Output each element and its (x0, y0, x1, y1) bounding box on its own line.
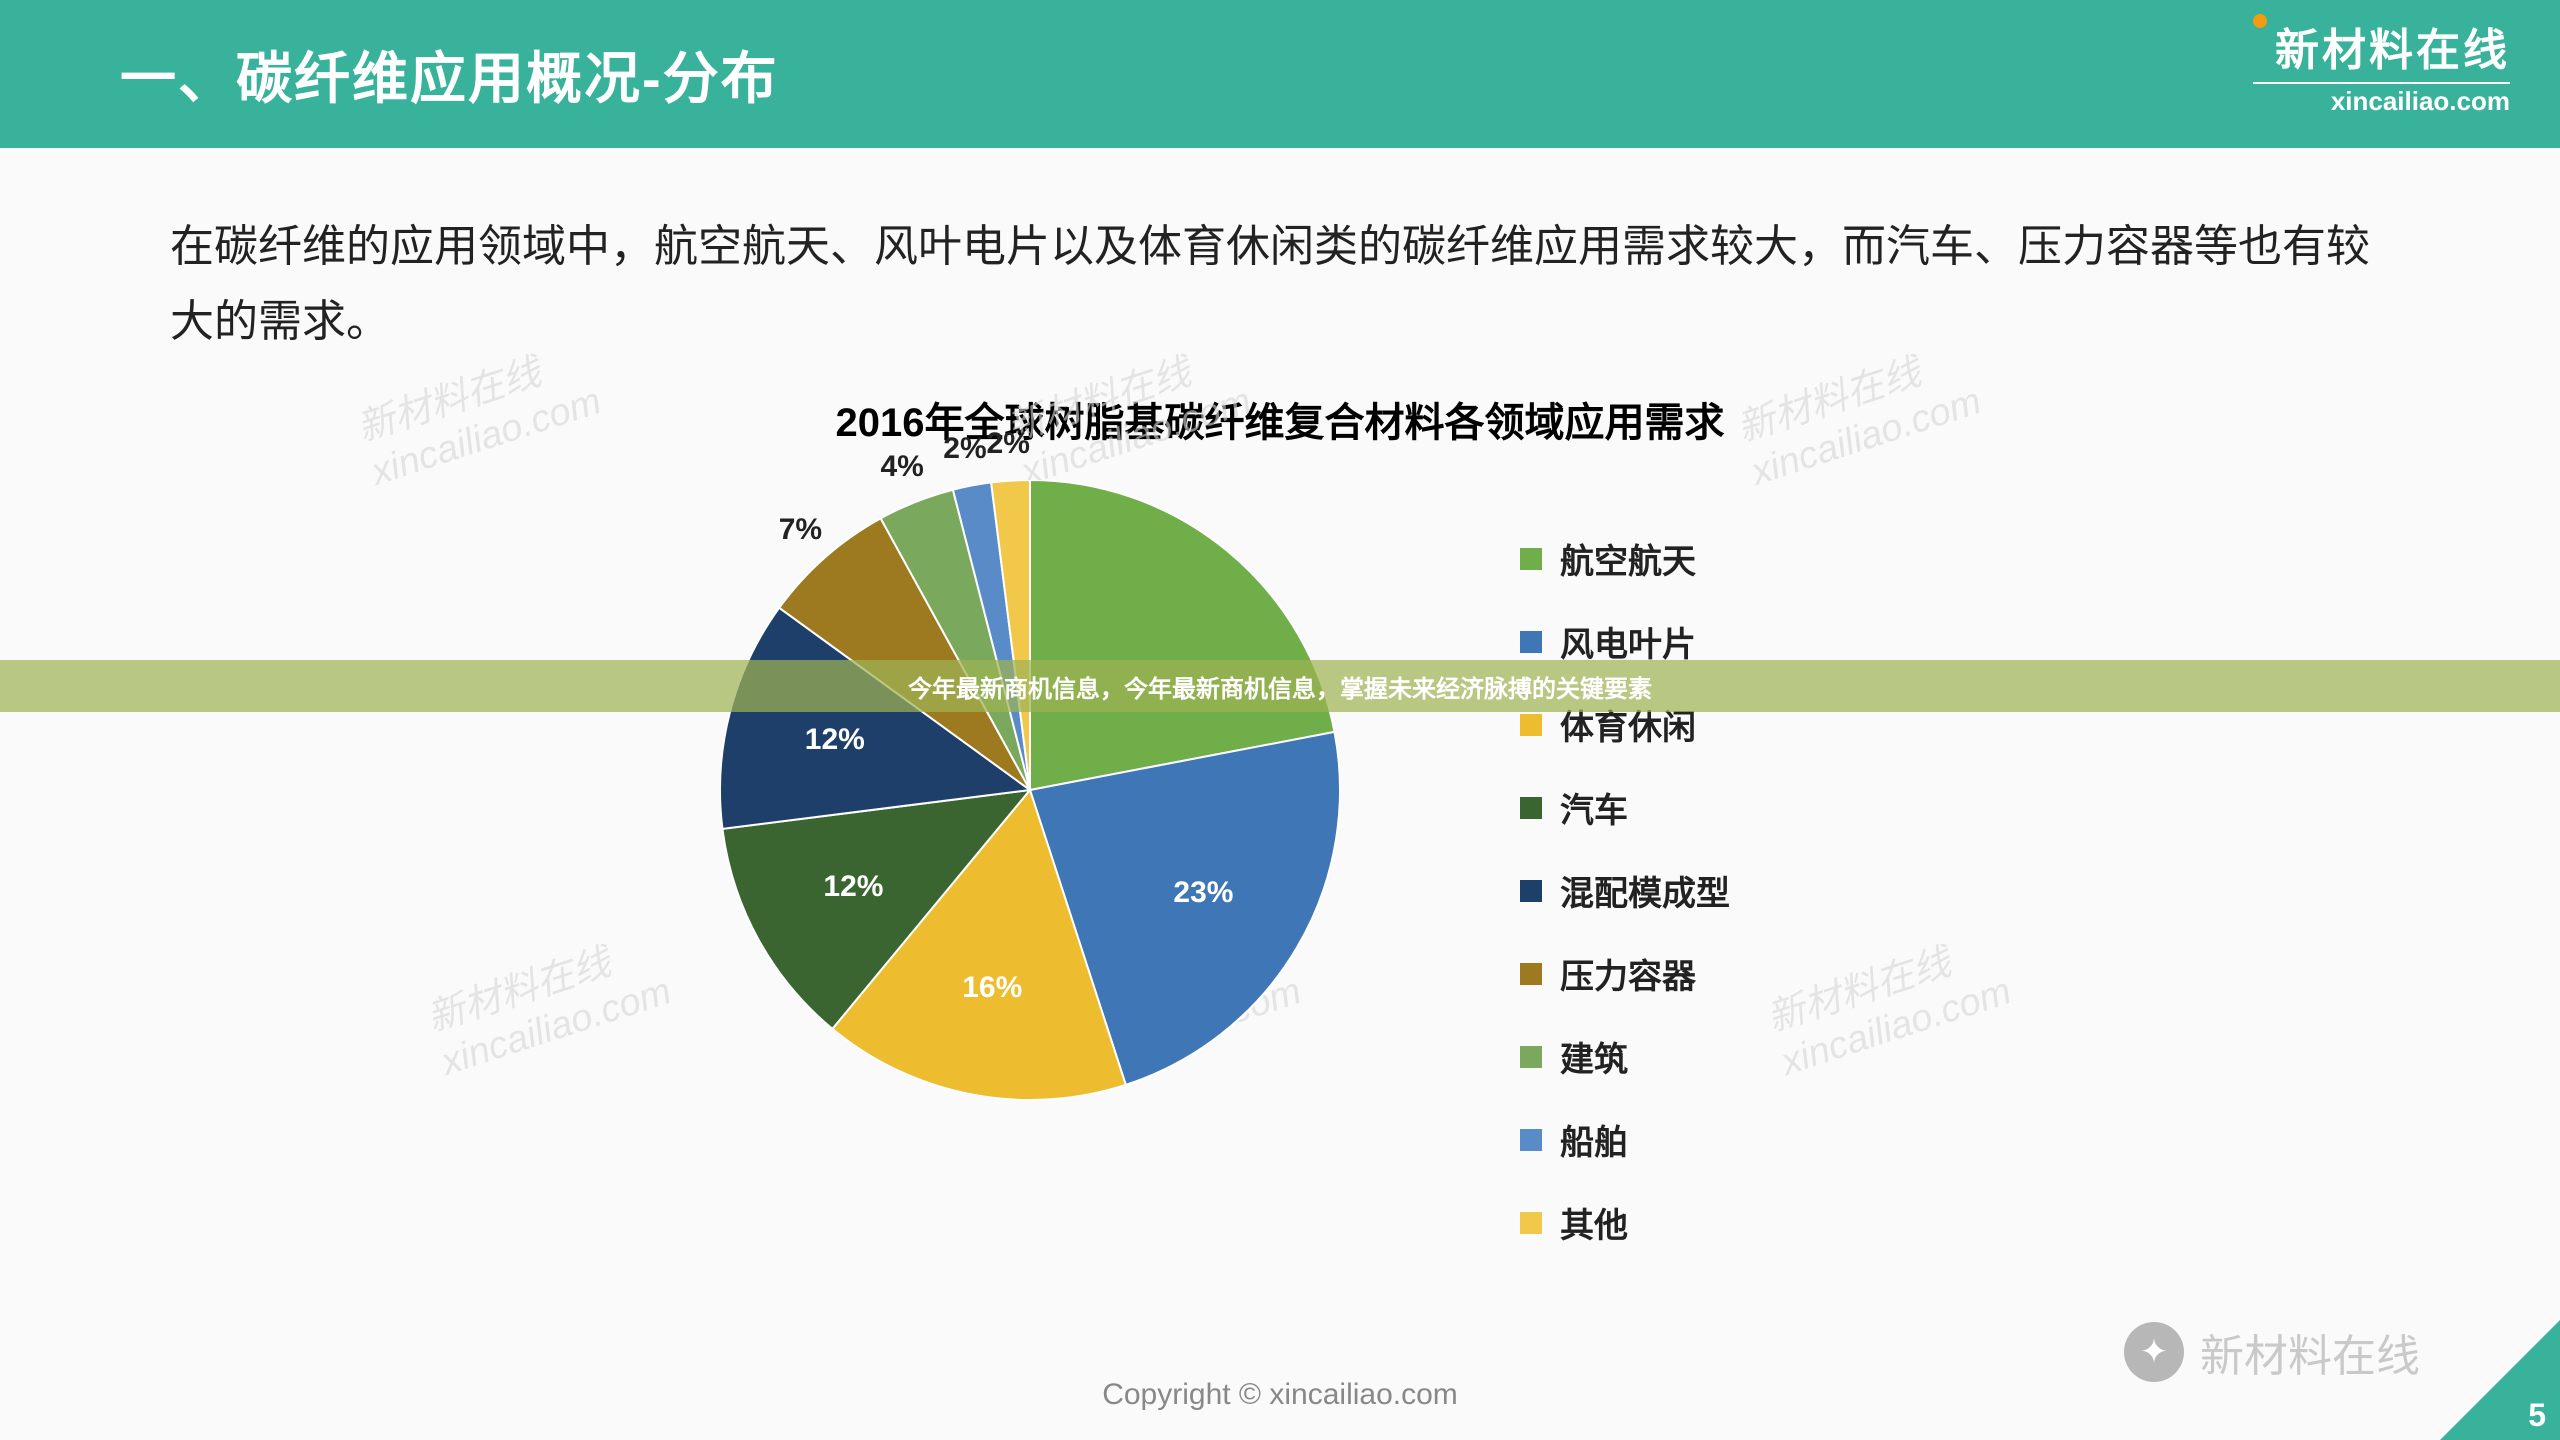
legend-item: 建筑 (1520, 1032, 1730, 1081)
legend-item: 风电叶片 (1520, 617, 1730, 666)
slide: 一、碳纤维应用概况-分布 新材料在线 xincailiao.com 在碳纤维的应… (0, 0, 2560, 1440)
legend-swatch (1520, 963, 1542, 985)
legend-label: 船舶 (1560, 1115, 1628, 1164)
legend-swatch (1520, 548, 1542, 570)
legend-label: 混配模成型 (1560, 866, 1730, 915)
logo-line1: 新材料在线 (2275, 26, 2510, 75)
legend-swatch (1520, 1129, 1542, 1151)
header-bar: 一、碳纤维应用概况-分布 (0, 0, 2560, 148)
legend-swatch (1520, 631, 1542, 653)
wechat-icon: ✦ (2124, 1322, 2184, 1382)
legend-label: 压力容器 (1560, 949, 1696, 998)
overlay-banner: 今年最新商机信息，今年最新商机信息，掌握未来经济脉搏的关键要素 (0, 660, 2560, 712)
pie-slice-label: 2% (943, 432, 986, 466)
watermark: 新材料在线xincailiao.com (1762, 925, 2017, 1085)
chart-legend: 航空航天风电叶片体育休闲汽车混配模成型压力容器建筑船舶其他 (1520, 534, 1730, 1281)
bottom-watermark-text: 新材料在线 (2200, 1320, 2420, 1384)
page-number: 5 (2528, 1397, 2546, 1434)
legend-swatch (1520, 1046, 1542, 1068)
brand-logo: 新材料在线 xincailiao.com (2253, 14, 2510, 117)
legend-label: 航空航天 (1560, 534, 1696, 583)
bottom-watermark: ✦ 新材料在线 (2124, 1320, 2420, 1384)
description-paragraph: 在碳纤维的应用领域中，航空航天、风叶电片以及体育休闲类的碳纤维应用需求较大，而汽… (170, 210, 2390, 360)
legend-item: 船舶 (1520, 1115, 1730, 1164)
pie-chart: 23%16%12%12%7%4%2%2% (720, 480, 1340, 1100)
legend-swatch (1520, 880, 1542, 902)
pie-slice-label: 12% (805, 723, 865, 757)
logo-dot-icon (2253, 14, 2267, 28)
pie-slice-label: 16% (962, 971, 1022, 1005)
legend-swatch (1520, 714, 1542, 736)
chart-title: 2016年全球树脂基碳纤维复合材料各领域应用需求 (0, 390, 2560, 448)
legend-label: 风电叶片 (1560, 617, 1696, 666)
legend-label: 建筑 (1560, 1032, 1628, 1081)
slide-title: 一、碳纤维应用概况-分布 (120, 34, 779, 115)
logo-text-cn: 新材料在线 (2253, 14, 2510, 78)
legend-item: 汽车 (1520, 783, 1730, 832)
legend-swatch (1520, 1212, 1542, 1234)
legend-item: 混配模成型 (1520, 866, 1730, 915)
legend-label: 汽车 (1560, 783, 1628, 832)
pie-slice-label: 7% (779, 513, 822, 547)
pie-slice-label: 4% (880, 450, 923, 484)
pie-slice-label: 2% (987, 427, 1030, 461)
legend-item: 压力容器 (1520, 949, 1730, 998)
legend-label: 其他 (1560, 1198, 1628, 1247)
legend-item: 其他 (1520, 1198, 1730, 1247)
overlay-text: 今年最新商机信息，今年最新商机信息，掌握未来经济脉搏的关键要素 (908, 669, 1652, 704)
logo-text-en: xincailiao.com (2253, 82, 2510, 117)
pie-slice-label: 23% (1173, 876, 1233, 910)
legend-swatch (1520, 797, 1542, 819)
watermark: 新材料在线xincailiao.com (422, 925, 677, 1085)
pie-slice-label: 12% (823, 870, 883, 904)
legend-item: 航空航天 (1520, 534, 1730, 583)
